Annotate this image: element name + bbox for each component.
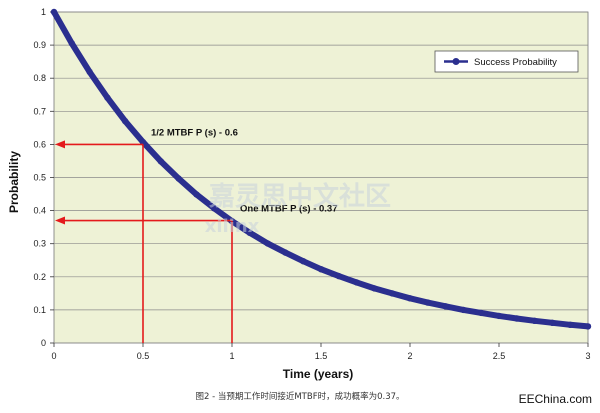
data-point (282, 249, 289, 256)
brand-logo-text: EEChina.com (518, 392, 592, 406)
x-axis-title: Time (years) (283, 367, 353, 381)
y-tick-label: 0.6 (33, 139, 46, 149)
y-tick-label: 0.9 (33, 40, 46, 50)
data-point (104, 94, 111, 101)
x-tick-label: 1.5 (315, 351, 328, 361)
x-tick-label: 2.5 (493, 351, 506, 361)
x-tick-label: 1 (229, 351, 234, 361)
data-point (353, 279, 360, 286)
data-point (584, 323, 592, 330)
annotation-arrowhead (55, 216, 65, 225)
legend-box (434, 50, 579, 73)
data-point (406, 295, 414, 302)
x-tick-label: 3 (585, 351, 590, 361)
data-point (193, 191, 200, 198)
data-point (86, 68, 93, 76)
x-tick-label: 0 (51, 351, 56, 361)
y-axis-title: Probability (7, 151, 21, 213)
y-tick-label: 0.8 (33, 73, 46, 83)
data-point (300, 258, 307, 265)
x-tick-label: 2 (407, 351, 412, 361)
annotation-layer: 1/2 MTBF P (s) - 0.6 One MTBF P (s) - 0.3… (55, 127, 337, 343)
y-axis-ticks: 0 0.1 0.2 0.3 0.4 0.5 0.6 0.7 0.8 0.9 1 (33, 7, 54, 348)
data-point (389, 290, 396, 297)
figure-caption: 图2 - 当预期工作时间接近MTBF时，成功概率为0.37。 (195, 392, 405, 402)
y-tick-label: 0.7 (33, 106, 46, 116)
data-point (246, 229, 253, 236)
watermark-text: 嘉灵思中文社区 (209, 181, 391, 212)
data-point (211, 205, 218, 212)
data-point (531, 317, 538, 324)
data-point (478, 309, 485, 317)
legend-label: Success Probability (474, 57, 557, 68)
annotation-label: One MTBF P (s) - 0.37 (240, 204, 337, 215)
y-tick-label: 0.5 (33, 173, 46, 183)
data-point (335, 272, 342, 280)
y-tick-label: 1 (41, 7, 46, 17)
annotation-arrowhead (55, 140, 65, 149)
watermark-text-latin: xilinx (205, 216, 260, 237)
data-point (549, 319, 556, 326)
legend-swatch-marker (452, 58, 460, 65)
y-tick-label: 0.3 (33, 239, 46, 249)
y-tick-label: 0.2 (33, 272, 46, 282)
legend: Success Probability (434, 50, 579, 73)
y-tick-label: 0.4 (33, 206, 46, 216)
data-point (68, 40, 76, 47)
data-point (513, 315, 520, 322)
annotation-label: 1/2 MTBF P (s) - 0.6 (151, 127, 238, 138)
data-point (122, 118, 129, 125)
data-point (371, 285, 378, 292)
data-point (495, 312, 503, 320)
data-point (157, 158, 164, 165)
y-tick-label: 0 (41, 338, 46, 348)
y-tick-label: 0.1 (33, 305, 46, 315)
x-tick-label: 0.5 (137, 351, 150, 361)
x-axis-ticks: 0 0.5 1 1.5 2 2.5 3 (51, 343, 591, 361)
data-point (264, 240, 271, 247)
data-point (442, 303, 449, 310)
data-point (50, 8, 58, 16)
data-point (424, 299, 431, 306)
data-point (317, 266, 325, 273)
data-point (567, 321, 574, 328)
series-layer (50, 8, 592, 330)
data-point (175, 175, 182, 182)
chart: 0 0.1 0.2 0.3 0.4 0.5 0.6 0.7 0.8 0.9 1 0 0.5 1 1.5 2 2… (7, 7, 592, 381)
data-point (460, 306, 467, 314)
